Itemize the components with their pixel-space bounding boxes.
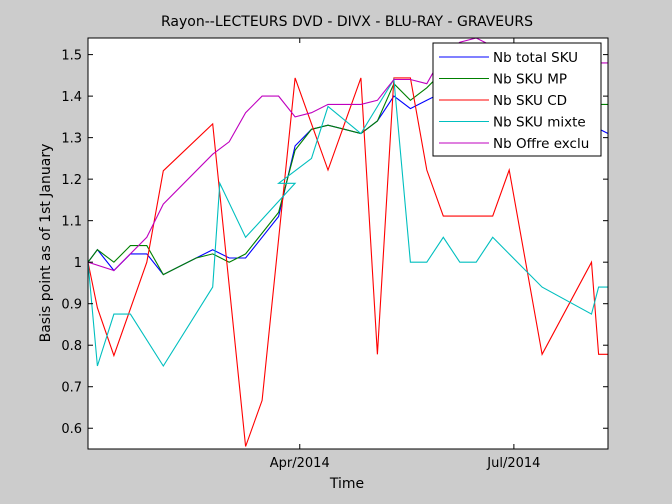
legend-label: Nb SKU mixte xyxy=(493,115,586,131)
legend-label: Nb Offre exclu xyxy=(493,136,589,152)
y-axis-label: Basis point as of 1st January xyxy=(38,144,54,343)
x-tick-label: Jul/2014 xyxy=(486,456,540,471)
y-tick-label: 0.8 xyxy=(61,339,82,354)
axes-frame xyxy=(87,37,609,450)
x-tick-label: Apr/2014 xyxy=(270,456,330,471)
y-axis: 0.6 0.7 0.8 0.9 1 1.1 1.2 1.3 1.4 1.5 xyxy=(61,49,608,437)
x-axis-label: Time xyxy=(329,476,364,492)
legend: Nb total SKU Nb SKU MP Nb SKU CD Nb SKU mix… xyxy=(432,42,602,157)
y-tick-label: 1.3 xyxy=(61,132,82,147)
legend-label: Nb SKU CD xyxy=(493,93,567,109)
series-line-3 xyxy=(88,77,608,447)
legend-label: Nb total SKU xyxy=(493,50,578,66)
y-tick-label: 1 xyxy=(74,256,82,271)
legend-label: Nb SKU MP xyxy=(493,72,567,88)
chart-title: Rayon--LECTEURS DVD - DIVX - BLU-RAY - G… xyxy=(161,14,533,30)
y-tick-label: 1.4 xyxy=(61,90,82,105)
y-tick-label: 0.6 xyxy=(61,422,82,437)
x-axis: Apr/2014 Jul/2014 xyxy=(270,38,540,471)
series-line-4 xyxy=(88,77,608,368)
y-tick-label: 1.1 xyxy=(61,215,82,230)
y-tick-label: 0.7 xyxy=(61,381,82,396)
y-tick-label: 0.9 xyxy=(61,298,82,313)
y-tick-label: 1.5 xyxy=(61,49,82,64)
y-tick-label: 1.2 xyxy=(61,173,82,188)
